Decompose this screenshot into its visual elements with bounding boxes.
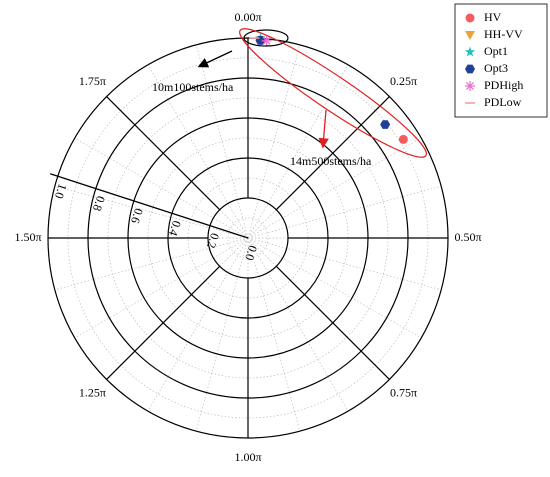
r-tick-label: 0.4 [166,219,184,238]
grid-line [106,96,221,211]
r-tick-label: 0.2 [204,231,222,250]
cluster-ellipse [239,28,427,158]
r-tick-label: 0.6 [128,207,146,226]
minor-grid [195,44,249,239]
legend-label: Opt3 [484,61,508,75]
legend-label: HH-VV [484,27,523,41]
legend-marker [465,13,475,23]
legend-marker [465,64,475,74]
r-tick-label: 0.8 [90,194,108,213]
r-tick-label: 0.0 [242,244,260,263]
legend-marker [464,46,476,57]
marker [398,134,408,144]
theta-tick-label: 1.50π [14,230,41,244]
legend-marker [465,81,475,91]
minor-grid [247,44,301,239]
minor-grid [247,237,349,412]
grid-line [275,265,390,380]
legend: HV HH-VV Opt1 Opt3 PDHigh PDLow [464,10,523,109]
grid: 0.0 0.2 0.4 0.6 0.8 1.0 0.00π 0.25π 0.50π 0.75π 1.… [14,10,481,464]
r-tick-label: 1.0 [52,182,70,201]
theta-tick-label: 0.00π [234,10,261,24]
minor-grid [74,237,249,339]
grid-line [106,265,221,380]
legend-label: HV [484,10,502,24]
theta-tick-label: 1.75π [79,74,106,88]
marks [249,32,408,144]
marker [380,120,391,129]
legend-box [454,3,548,118]
theta-tick-label: 0.75π [390,385,417,399]
arrow [197,50,233,68]
legend-label: Opt1 [484,44,508,58]
legend-label: PDHigh [484,78,523,92]
legend-marker [465,31,475,40]
minor-grid [247,237,422,339]
annotation: 10m100stems/ha [152,80,234,94]
theta-tick-label: 1.25π [79,385,106,399]
minor-grid [227,217,269,259]
theta-tick-label: 1.00π [234,450,261,464]
minor-grid [74,137,249,239]
theta-tick-label: 0.50π [454,230,481,244]
marker [261,35,272,46]
minor-grid [147,237,249,412]
annotation: 14m500stems/ha [290,154,372,168]
cluster-ellipse [243,29,289,47]
arrow [318,109,329,149]
theta-tick-label: 0.25π [390,74,417,88]
minor-grid [247,237,442,291]
legend-label: PDLow [484,95,522,109]
grid-line [275,96,390,211]
minor-grid [247,185,442,239]
r-axis [49,173,249,239]
